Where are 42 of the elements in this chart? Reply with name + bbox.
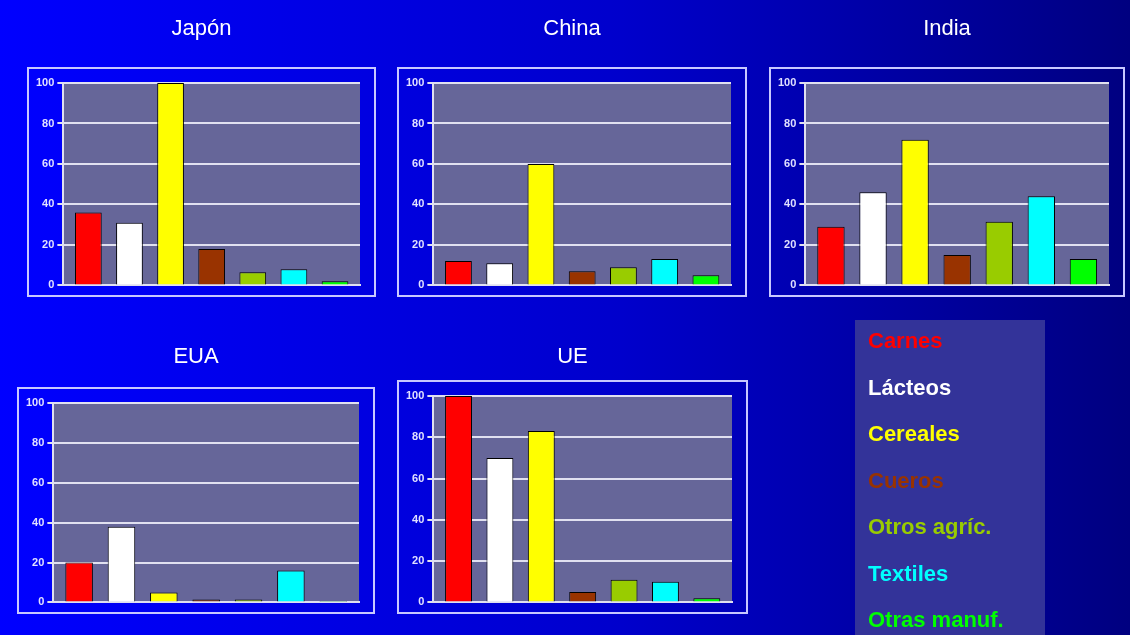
chart-title: China <box>542 15 602 41</box>
y-tick-label: 80 <box>412 430 425 443</box>
y-tick-label: 20 <box>32 555 45 568</box>
y-tick-label: 80 <box>32 435 45 448</box>
y-tick-label: 0 <box>418 278 425 291</box>
y-tick-label: 20 <box>784 237 797 250</box>
y-tick-label: 40 <box>784 197 797 210</box>
y-tick-label: 60 <box>412 471 425 484</box>
y-tick-label: 0 <box>418 595 425 608</box>
y-tick-label: 100 <box>405 389 425 402</box>
y-tick-label: 80 <box>784 116 797 129</box>
y-tick-label: 80 <box>42 116 55 129</box>
y-tick-label: 100 <box>405 76 425 89</box>
y-tick-label: 100 <box>777 76 797 89</box>
text: Otros agríc. <box>868 513 993 541</box>
y-tick-label: 80 <box>412 116 425 129</box>
chart-title: India <box>922 15 972 41</box>
y-tick-label: 20 <box>412 554 425 567</box>
y-tick-label: 60 <box>32 475 45 488</box>
y-tick-label: 0 <box>38 595 45 608</box>
y-tick-label: 40 <box>412 512 425 525</box>
text: Lácteos <box>868 373 953 402</box>
y-tick-label: 100 <box>25 396 45 409</box>
text: Textiles <box>868 559 950 588</box>
chart-title: UE <box>556 343 589 369</box>
y-tick-label: 60 <box>784 156 797 169</box>
y-tick-label: 0 <box>790 278 797 291</box>
y-tick-label: 40 <box>412 197 425 210</box>
y-tick-label: 20 <box>42 237 55 250</box>
chart-title: EUA <box>172 343 220 369</box>
y-tick-label: 60 <box>412 156 425 169</box>
y-tick-label: 100 <box>35 76 55 89</box>
text: Otras manuf. <box>868 606 1005 634</box>
chart-title: Japón <box>170 15 233 41</box>
y-tick-label: 40 <box>42 197 55 210</box>
text: Cueros <box>868 466 945 495</box>
y-tick-label: 0 <box>48 278 55 291</box>
y-tick-label: 20 <box>412 237 425 250</box>
text: Cereales <box>868 420 961 448</box>
y-tick-label: 40 <box>32 515 45 528</box>
text: Carnes <box>868 327 944 355</box>
y-tick-label: 60 <box>42 156 55 169</box>
